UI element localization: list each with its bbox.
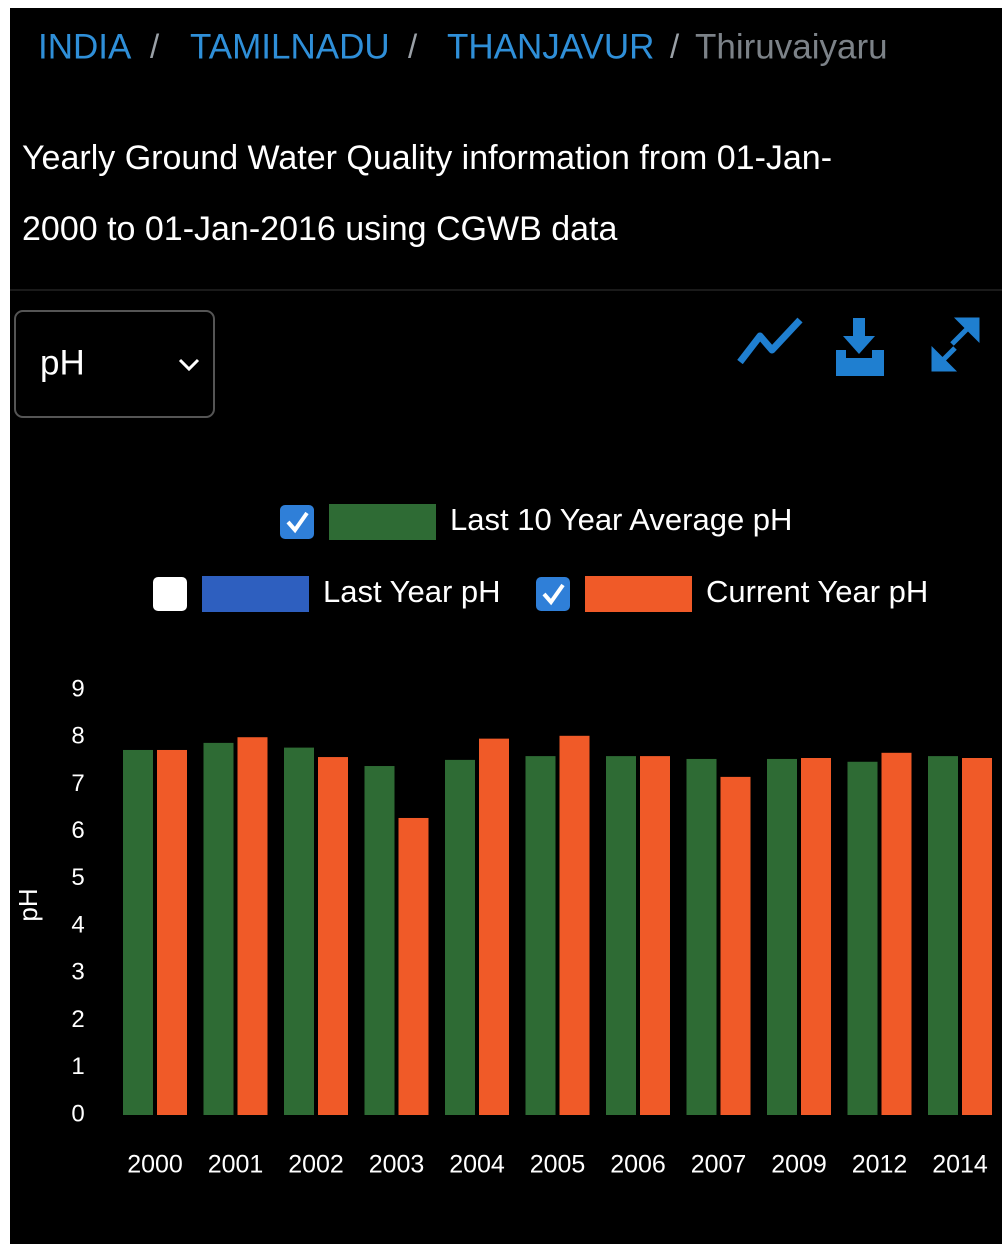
y-axis-title: pH [13,888,43,921]
legend-label[interactable]: Current Year pH [706,574,928,609]
y-tick-label: 2 [71,1006,84,1033]
legend-checkbox[interactable] [153,577,187,611]
y-tick-label: 9 [71,675,84,702]
y-tick-label: 7 [71,770,84,797]
download-icon-part[interactable] [853,318,865,338]
legend-label[interactable]: Last 10 Year Average pH [450,502,792,537]
bar [767,758,797,1115]
legend-swatch[interactable] [329,504,436,540]
select-box[interactable] [14,310,215,418]
bar [606,756,636,1115]
x-tick-label: 2006 [610,1151,666,1179]
bar [801,758,831,1115]
bar [962,758,992,1115]
expand-icon-part[interactable] [931,345,958,372]
page-title: 2000 to 01-Jan-2016 using CGWB data [22,210,617,248]
download-icon[interactable] [836,318,884,376]
y-tick-label: 8 [71,723,84,750]
breadcrumb-link[interactable]: INDIA [38,27,132,66]
bar [640,756,670,1115]
line-chart-icon[interactable] [737,317,803,365]
y-tick-label: 6 [71,817,84,844]
y-tick-label: 4 [71,911,84,938]
select-chevron[interactable] [178,358,200,372]
bar [364,766,395,1115]
legend-label[interactable]: Last Year pH [323,574,501,609]
x-tick-label: 2003 [369,1151,425,1179]
bar [847,761,878,1115]
breadcrumb-link[interactable]: TAMILNADU [190,27,390,66]
breadcrumb-separator: / [408,28,418,65]
expand-icon[interactable] [931,317,980,372]
bar [203,742,234,1115]
y-tick-label: 1 [71,1053,84,1080]
page-title: Yearly Ground Water Quality information … [22,139,832,177]
y-tick-label: 3 [71,959,84,986]
download-icon-part[interactable] [836,350,884,376]
x-tick-label: 2005 [530,1151,586,1179]
bar [123,749,153,1115]
breadcrumb-separator: / [670,28,680,65]
bar [398,817,429,1115]
parameter-select[interactable]: pH [14,310,215,418]
breadcrumb-link[interactable]: THANJAVUR [447,27,654,66]
breadcrumb-separator: / [150,28,160,65]
x-tick-label: 2004 [449,1151,505,1179]
x-tick-label: 2000 [127,1151,183,1179]
breadcrumb-current: Thiruvaiyaru [695,27,888,66]
legend-swatch[interactable] [585,576,692,612]
legend-swatch[interactable] [202,576,309,612]
bar [881,752,912,1115]
bar [720,776,751,1115]
bar [928,756,958,1115]
bar [318,757,348,1115]
x-tick-label: 2009 [771,1151,827,1179]
bar [479,738,509,1115]
x-tick-label: 2001 [208,1151,264,1179]
bar [445,759,475,1115]
x-tick-label: 2002 [288,1151,344,1179]
x-tick-label: 2012 [852,1151,908,1179]
bar [686,758,717,1115]
legend-checkbox[interactable] [280,505,314,539]
bar [525,756,556,1115]
select-value[interactable]: pH [40,343,85,382]
x-tick-label: 2014 [932,1151,988,1179]
bar [157,749,187,1115]
y-tick-label: 0 [71,1100,84,1127]
legend-checkmark[interactable] [286,511,309,534]
bar [237,737,268,1115]
y-tick-label: 5 [71,864,84,891]
bar [559,735,590,1115]
x-tick-label: 2007 [691,1151,747,1179]
bar [284,747,314,1115]
legend-checkmark[interactable] [542,583,565,606]
legend-checkbox[interactable] [536,577,570,611]
expand-icon-part[interactable] [953,317,980,344]
download-icon-part[interactable] [843,336,875,354]
